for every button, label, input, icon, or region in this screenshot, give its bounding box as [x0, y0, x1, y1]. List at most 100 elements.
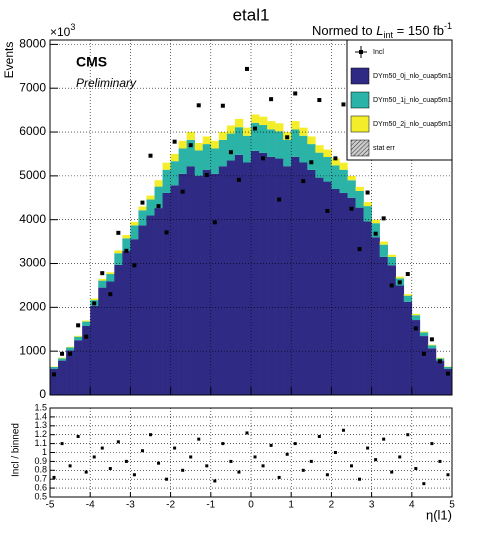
lumi-sup: -1 [444, 21, 452, 31]
ratio-point [333, 451, 337, 454]
hist-bar [347, 180, 356, 198]
legend-label: stat err [373, 145, 395, 152]
data-point [357, 247, 362, 252]
hist-bar [210, 173, 220, 395]
data-point [293, 91, 298, 96]
ratio-point [293, 442, 297, 446]
hist-bar [98, 280, 107, 288]
hist-bar [315, 152, 324, 178]
hist-bar [82, 320, 91, 322]
hist-bar [66, 346, 75, 348]
hist-bar [363, 206, 372, 222]
ratio-point [108, 467, 112, 471]
data-point [68, 351, 73, 356]
hist-bar [146, 195, 155, 200]
ratio-point [205, 464, 209, 468]
ratio-point [237, 470, 241, 474]
data-point [52, 372, 57, 377]
hist-bar [411, 315, 421, 321]
legend-label: Incl [373, 49, 384, 56]
ratio-point [309, 459, 313, 463]
ratio-point [269, 443, 273, 447]
hist-bar [138, 225, 147, 395]
hist-bar [275, 158, 284, 395]
hist-bar [114, 253, 123, 265]
hist-bar [162, 162, 171, 170]
hist-bar [82, 325, 91, 395]
hist-bar [427, 345, 437, 349]
hist-bar [283, 166, 292, 395]
data-point [341, 102, 346, 107]
hist-bar [98, 278, 107, 281]
y-tick-label: 8000 [19, 37, 46, 51]
hist-bar [50, 366, 59, 369]
hist-bar [259, 125, 268, 153]
lumi-label: Normed to Lint = 150 fb-1 [312, 21, 452, 40]
lumi-mid: = 150 fb [393, 23, 444, 38]
data-point [180, 189, 185, 194]
hist-bar [331, 189, 340, 395]
ratio-point [277, 475, 281, 479]
ratio-point [157, 461, 161, 465]
ratio-y-axis-label: Incl / binned [11, 423, 22, 477]
hist-bar [355, 186, 364, 191]
ratio-point [382, 437, 386, 441]
hist-bar [291, 121, 300, 130]
ratio-point [100, 446, 104, 450]
hist-bar [210, 140, 220, 149]
data-point [365, 190, 370, 195]
hist-bar [371, 219, 380, 224]
hist-bar [259, 116, 268, 126]
hist-bar [291, 129, 300, 157]
ratio-point [374, 458, 378, 462]
hist-bar [122, 235, 131, 239]
hist-bar [218, 132, 228, 140]
hist-bar [226, 133, 236, 161]
ratio-point [422, 482, 426, 486]
data-point [429, 337, 434, 342]
hist-bar [355, 207, 364, 395]
ratio-point [173, 446, 177, 450]
main-panel: 0 1000 2000 3000 4000 5000 6000 7000 8000 -5 -4 -3 -… [19, 37, 455, 511]
hist-bar [234, 127, 244, 155]
hist-bar [82, 321, 91, 326]
hist-bar [339, 192, 348, 395]
hist-bar [202, 136, 212, 145]
hist-bar [443, 366, 453, 369]
x-tick-label: 0 [248, 500, 254, 511]
hist-bar [130, 225, 139, 240]
hist-bar [323, 149, 332, 158]
hist-bar [74, 340, 83, 395]
data-point [116, 230, 121, 235]
hist-bar [371, 223, 380, 238]
ratio-point [317, 434, 321, 438]
data-point [100, 271, 105, 276]
y-tick-label: 2000 [19, 300, 46, 314]
x-tick-label: -2 [166, 500, 175, 511]
lumi-symbol: L [376, 23, 383, 38]
hist-bar [267, 156, 276, 395]
data-point [60, 351, 65, 356]
hist-bar [130, 221, 139, 226]
hist-bar [74, 335, 83, 337]
data-point [413, 326, 418, 331]
hist-bar [419, 336, 429, 395]
ratio-point [398, 455, 402, 459]
legend-label: DYm50_0j_nlo_cuap5m1 [373, 73, 452, 80]
hist-bar [106, 274, 115, 282]
ratio-y-tick-label: 1.3 [34, 420, 47, 430]
hist-bar [90, 298, 99, 301]
data-point [140, 200, 145, 205]
hist-bar [194, 150, 204, 176]
data-point [148, 153, 153, 158]
ratio-point [165, 477, 169, 481]
hist-bar [315, 177, 324, 395]
data-point [220, 103, 225, 108]
hist-bar [178, 140, 187, 149]
hist-bar [275, 131, 284, 159]
hist-bar [234, 118, 244, 128]
hist-bar [427, 348, 437, 395]
hist-bar [146, 215, 155, 395]
data-point [445, 371, 450, 376]
data-point [212, 220, 217, 225]
